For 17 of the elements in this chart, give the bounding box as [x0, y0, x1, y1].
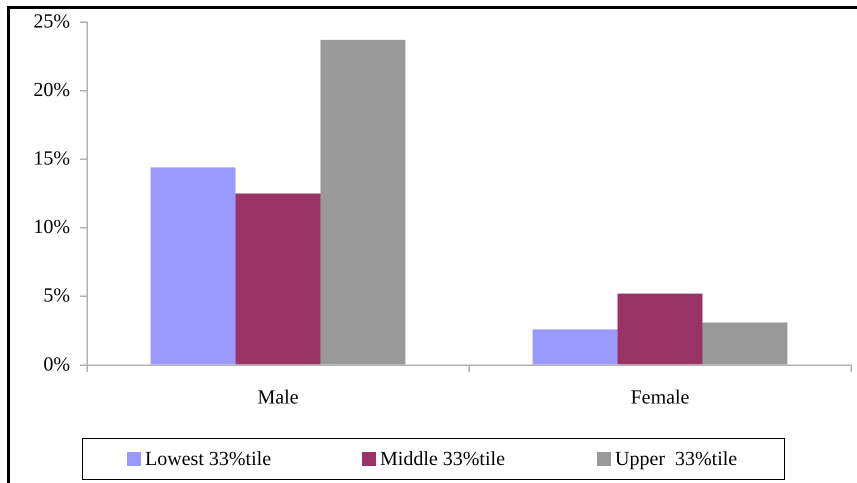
y-tick-label: 5% [43, 284, 70, 307]
y-tick-label: 15% [33, 147, 70, 170]
y-tick-label: 0% [43, 353, 70, 376]
bar [702, 322, 788, 364]
legend-label: Upper 33%tile [615, 448, 738, 470]
legend-label: Lowest 33%tile [145, 448, 272, 470]
y-tick-label: 20% [33, 78, 70, 101]
bar [532, 329, 618, 364]
bar [618, 294, 702, 364]
x-tick-label: Female [630, 386, 690, 408]
bar [150, 167, 236, 364]
y-tick-label: 10% [33, 216, 70, 238]
bar [236, 194, 320, 364]
y-tick-label: 25% [33, 10, 70, 32]
bar [320, 40, 406, 364]
legend-label: Middle 33%tile [380, 448, 505, 470]
x-tick-label: Male [257, 386, 299, 408]
